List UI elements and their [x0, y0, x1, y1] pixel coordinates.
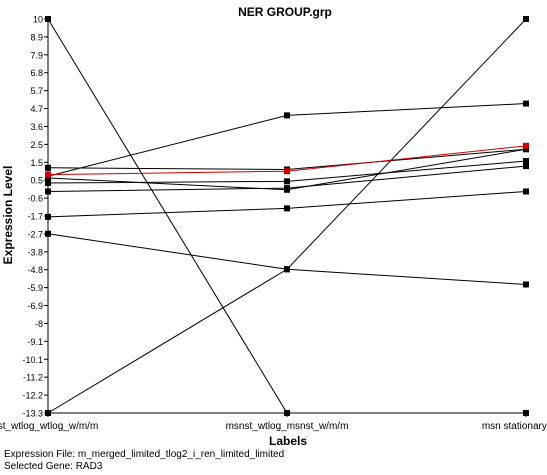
series-line-1 — [47, 18, 526, 414]
series-line-5 — [47, 190, 527, 218]
data-point — [523, 146, 529, 153]
y-tick-label: 4.7 — [30, 104, 43, 114]
series-line-2 — [47, 18, 527, 414]
y-tick-label: 8.9 — [30, 32, 43, 42]
data-point — [523, 100, 529, 107]
y-tick-label: -3.8 — [27, 247, 43, 257]
y-axis-label: Expression Level — [1, 166, 15, 265]
data-point — [284, 410, 290, 416]
data-point — [284, 205, 290, 212]
y-tick-label: -6.9 — [27, 301, 43, 311]
data-point — [45, 188, 51, 195]
y-tick-label: -13.3 — [22, 409, 43, 419]
data-point — [45, 16, 51, 22]
y-tick-label: -9.1 — [27, 337, 43, 347]
y-tick-label: 10 — [33, 15, 43, 25]
expression-file-label: Expression File: m_merged_limited_tlog2_… — [4, 449, 285, 460]
y-tick-label: -10.1 — [22, 355, 43, 365]
y-tick-label: 0.5 — [30, 176, 43, 186]
data-point — [523, 410, 529, 416]
data-point — [45, 164, 51, 171]
data-point — [284, 266, 290, 273]
plot-area — [45, 16, 529, 416]
y-tick-label: 1.5 — [30, 158, 43, 168]
y-axis: 10 8.9 7.9 6.8 5.7 4.7 3.6 2.5 1.5 0.5 -0.6 -1.7 -2.… — [22, 15, 49, 419]
y-tick-label: -11.2 — [23, 373, 43, 383]
y-tick-label: -5.9 — [27, 283, 43, 293]
data-point — [523, 281, 529, 288]
data-point — [284, 168, 290, 175]
y-tick-label: 6.8 — [30, 68, 43, 78]
y-tick-label: -2.7 — [27, 229, 43, 239]
y-tick-label: -12.2 — [22, 391, 43, 401]
data-point — [284, 186, 290, 193]
y-tick-label: -0.6 — [27, 194, 43, 204]
y-tick-label: -4.8 — [27, 265, 43, 275]
data-point — [45, 213, 51, 220]
x-tick-label: msnst_wtlog_msnst_w/m/m — [226, 421, 349, 432]
x-tick-label: st_wtlog_wtlog_w/m/m — [0, 421, 98, 432]
data-point — [45, 174, 51, 181]
data-point — [523, 16, 529, 22]
y-tick-label: -8 — [35, 319, 43, 329]
x-axis-label: Labels — [269, 434, 307, 448]
y-tick-label: -1.7 — [27, 212, 43, 222]
chart-title: NER GROUP.grp — [238, 5, 332, 19]
y-tick-label: 2.5 — [30, 140, 43, 150]
selected-gene-label: Selected Gene: RAD3 — [4, 461, 103, 472]
data-point — [45, 171, 51, 178]
data-point — [523, 188, 529, 195]
series-line-8 — [47, 148, 527, 170]
data-point — [284, 178, 290, 185]
y-tick-label: 5.7 — [30, 86, 43, 96]
data-point — [523, 163, 529, 170]
x-tick-label: msn stationary vs lo — [482, 421, 547, 432]
data-point — [45, 230, 51, 237]
data-point — [523, 158, 529, 165]
x-axis: st_wtlog_wtlog_w/m/m msnst_wtlog_msnst_w/… — [0, 412, 547, 432]
data-point — [45, 410, 51, 416]
y-tick-label: 7.9 — [30, 50, 43, 60]
data-point — [284, 112, 290, 119]
series-line-4 — [47, 233, 527, 285]
y-tick-label: 3.6 — [30, 122, 43, 132]
data-point — [45, 180, 51, 187]
data-point — [523, 142, 529, 149]
